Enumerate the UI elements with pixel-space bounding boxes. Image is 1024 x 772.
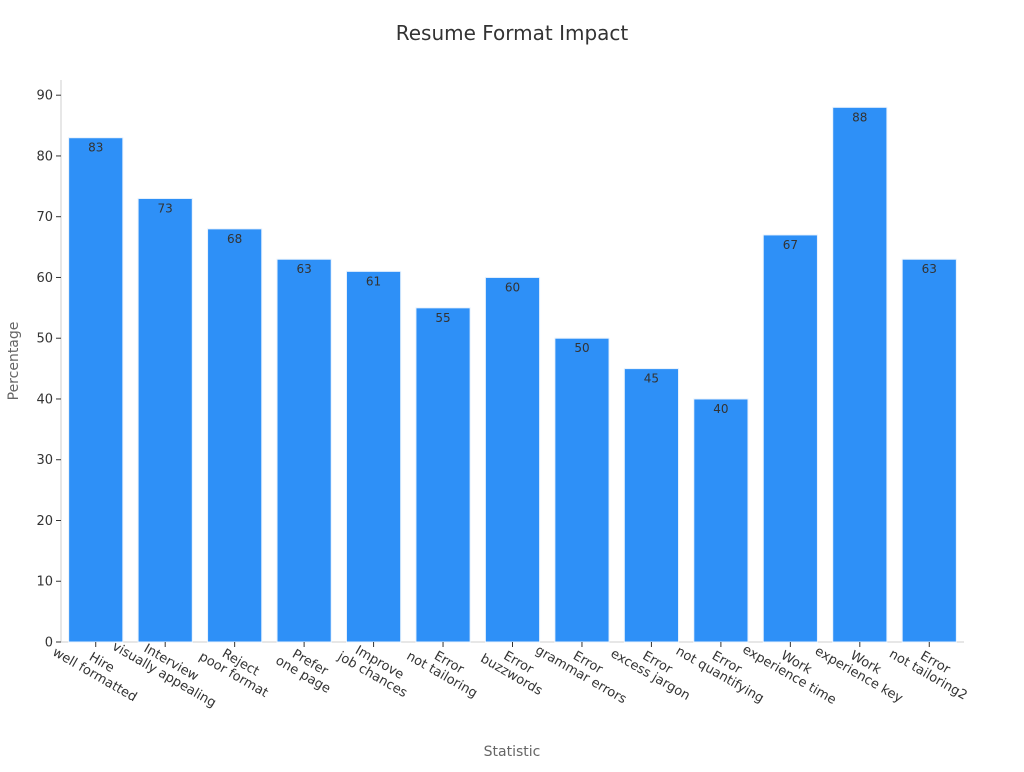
x-tick-label: Hirewell formatted — [50, 633, 147, 705]
bar — [345, 270, 402, 643]
data-label: 50 — [574, 341, 589, 355]
x-tick-label: Errornot tailoring — [404, 637, 487, 702]
bar — [276, 258, 332, 643]
y-tick-label: 60 — [36, 271, 53, 286]
chart-title: Resume Format Impact — [396, 21, 629, 45]
y-tick-label: 70 — [36, 210, 53, 225]
y-tick-label: 80 — [36, 149, 53, 164]
bar — [207, 228, 263, 643]
data-label: 88 — [852, 110, 867, 124]
x-axis-title: Statistic — [484, 744, 541, 760]
data-label: 83 — [88, 141, 103, 155]
bar — [137, 197, 193, 643]
data-label: 67 — [783, 238, 798, 252]
y-tick-label: 20 — [36, 514, 53, 529]
data-label: 73 — [158, 201, 173, 215]
data-label: 60 — [505, 280, 520, 294]
data-label: 61 — [366, 274, 381, 288]
bar — [762, 234, 818, 643]
y-tick-label: 90 — [36, 89, 53, 104]
bar — [484, 276, 541, 643]
bar — [554, 337, 610, 643]
data-label: 45 — [644, 372, 659, 386]
y-tick-label: 0 — [45, 636, 53, 651]
plot-area: 0 10 20 30 40 50 60 70 80 90 83 Hirewell formatted 7… — [36, 80, 970, 711]
x-tick-label: Preferone page — [273, 641, 340, 697]
bar — [901, 258, 957, 643]
bar — [68, 137, 124, 643]
y-tick-label: 50 — [36, 332, 53, 347]
data-label: 40 — [713, 402, 728, 416]
data-label: 63 — [922, 262, 937, 276]
bar — [415, 307, 471, 643]
y-tick-label: 40 — [36, 392, 53, 407]
y-tick-label: 30 — [36, 453, 53, 468]
x-tick-label: Improvejob chances — [334, 637, 417, 701]
data-label: 63 — [296, 262, 311, 276]
data-label: 55 — [435, 311, 450, 325]
bar — [693, 398, 749, 643]
bar — [832, 106, 888, 643]
data-label: 68 — [227, 232, 242, 246]
y-tick-label: 10 — [36, 575, 53, 590]
bar — [623, 368, 680, 643]
y-axis-title: Percentage — [6, 322, 22, 401]
